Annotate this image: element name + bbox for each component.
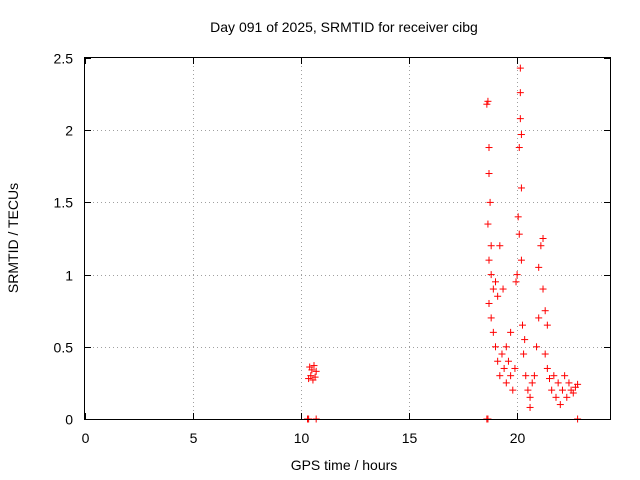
x-tick-label: 5 [190, 430, 198, 446]
data-point [519, 321, 526, 329]
x-tick-label: 0 [82, 430, 90, 446]
data-point [539, 285, 547, 293]
data-point [514, 213, 522, 221]
data-point [526, 403, 534, 411]
data-point [521, 336, 529, 344]
data-point [507, 328, 515, 336]
data-points [304, 64, 582, 423]
data-point [487, 314, 495, 322]
data-point [312, 367, 320, 375]
y-tick-label: 1 [65, 268, 73, 284]
data-point [535, 263, 543, 271]
data-point [574, 380, 582, 388]
data-point [543, 364, 551, 372]
data-point [556, 401, 564, 409]
data-point [512, 278, 520, 286]
x-tick-label: 20 [510, 430, 526, 446]
data-point [485, 256, 493, 264]
data-point [504, 357, 512, 365]
x-tick-label: 15 [402, 430, 418, 446]
data-point [485, 170, 493, 178]
data-point [522, 372, 530, 380]
data-point [484, 97, 492, 105]
data-point [502, 343, 510, 351]
data-point [548, 386, 556, 394]
data-point [528, 379, 536, 387]
y-axis-tick-labels: 0 0.5 1 1.5 2 2.5 [54, 51, 74, 428]
data-point [515, 230, 523, 238]
grid [85, 58, 610, 419]
data-point [561, 372, 569, 380]
data-point [483, 100, 491, 108]
data-point [537, 242, 545, 250]
data-point [550, 372, 558, 380]
data-point [489, 328, 497, 336]
data-point [486, 198, 494, 206]
data-point [554, 379, 562, 387]
y-tick-label: 0.5 [54, 340, 74, 356]
data-point [485, 144, 493, 152]
data-point [520, 350, 528, 358]
data-point [511, 364, 519, 372]
data-point [546, 375, 554, 383]
x-tick-label: 10 [294, 430, 310, 446]
x-axis-tick-labels: 0 5 10 15 20 [82, 430, 526, 446]
data-point [565, 379, 573, 387]
plot-frame [84, 57, 611, 420]
y-axis-label: SRMTID / TECUs [5, 183, 21, 293]
data-point [491, 278, 499, 286]
data-point [487, 242, 495, 250]
y-tick-label: 0 [65, 412, 73, 428]
data-point [484, 220, 492, 228]
data-point [491, 343, 499, 351]
data-point [499, 285, 507, 293]
data-point [502, 379, 510, 387]
axis-ticks [85, 58, 610, 420]
data-point [507, 372, 515, 380]
data-point [535, 314, 543, 322]
data-point [515, 144, 523, 152]
data-point [563, 393, 571, 401]
data-point [558, 386, 566, 394]
data-point [541, 307, 549, 315]
data-point [308, 366, 316, 374]
data-point [494, 357, 502, 365]
chart-title: Day 091 of 2025, SRMTID for receiver cib… [210, 19, 478, 35]
data-point [487, 271, 495, 279]
data-point [310, 362, 318, 370]
data-point [517, 131, 525, 139]
y-tick-label: 2 [65, 123, 73, 139]
data-point [516, 89, 524, 97]
data-point [498, 350, 506, 358]
data-point [552, 393, 560, 401]
data-point [569, 389, 577, 397]
data-point [485, 299, 493, 307]
data-point [516, 64, 524, 72]
data-point [526, 393, 534, 401]
data-point [517, 256, 525, 264]
y-tick-label: 2.5 [54, 51, 74, 67]
y-tick-label: 1.5 [54, 195, 74, 211]
data-point [533, 343, 541, 351]
x-axis-label: GPS time / hours [291, 457, 398, 473]
data-point [496, 242, 504, 250]
data-point [530, 372, 538, 380]
data-point [489, 285, 497, 293]
data-point [494, 292, 502, 300]
data-point [517, 184, 525, 192]
data-point [307, 372, 315, 380]
data-point [496, 372, 504, 380]
data-point [541, 350, 549, 358]
data-point [500, 364, 508, 372]
data-point [543, 321, 551, 329]
data-point [524, 386, 532, 394]
data-point [516, 115, 524, 123]
data-point [311, 373, 319, 381]
data-point [509, 386, 517, 394]
data-point [539, 235, 547, 242]
data-point [513, 271, 521, 279]
